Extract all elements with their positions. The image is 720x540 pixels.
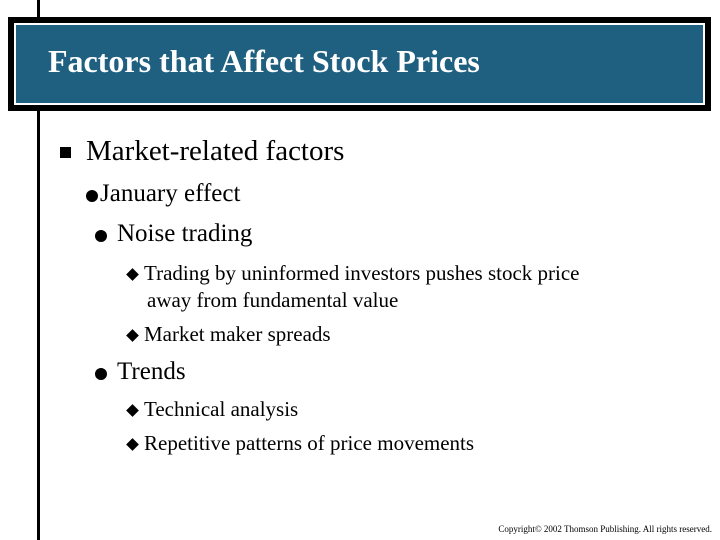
round-bullet-icon [95, 368, 107, 380]
round-bullet-icon [86, 190, 98, 202]
bullet-noise: Noise trading [117, 220, 253, 247]
sub-bullet-uninformed: Trading by uninformed investors pushes s… [125, 261, 580, 286]
slide-title: Factors that Affect Stock Prices [48, 43, 480, 79]
bullet-january: January effect [100, 180, 241, 207]
round-bullet-icon [95, 230, 107, 242]
diamond-bullet-icon [126, 403, 139, 417]
diamond-bullet-icon [126, 437, 139, 451]
sub-bullet-technical-text: Technical analysis [144, 397, 299, 421]
diamond-bullet-icon [126, 267, 139, 281]
sub-bullet-spreads-text: Market maker spreads [144, 322, 331, 346]
sub-bullet-patterns-text: Repetitive patterns of price movements [144, 431, 475, 455]
copyright-notice: Copyright© 2002 Thomson Publishing. All … [498, 524, 712, 534]
sub-bullet-patterns: Repetitive patterns of price movements [125, 431, 474, 456]
sub-bullet-uninformed-line1: Trading by uninformed investors pushes s… [144, 261, 580, 285]
title-frame: Factors that Affect Stock Prices [8, 17, 711, 111]
diamond-bullet-icon [126, 328, 139, 342]
title-box [14, 23, 705, 105]
sub-bullet-spreads: Market maker spreads [125, 322, 331, 347]
level1-heading: Market-related factors [86, 135, 345, 167]
sub-bullet-uninformed-line2: away from fundamental value [147, 288, 399, 312]
square-bullet-icon [60, 147, 71, 158]
bullet-trends: Trends [117, 358, 186, 385]
left-rule [37, 0, 40, 540]
sub-bullet-technical: Technical analysis [125, 397, 298, 422]
